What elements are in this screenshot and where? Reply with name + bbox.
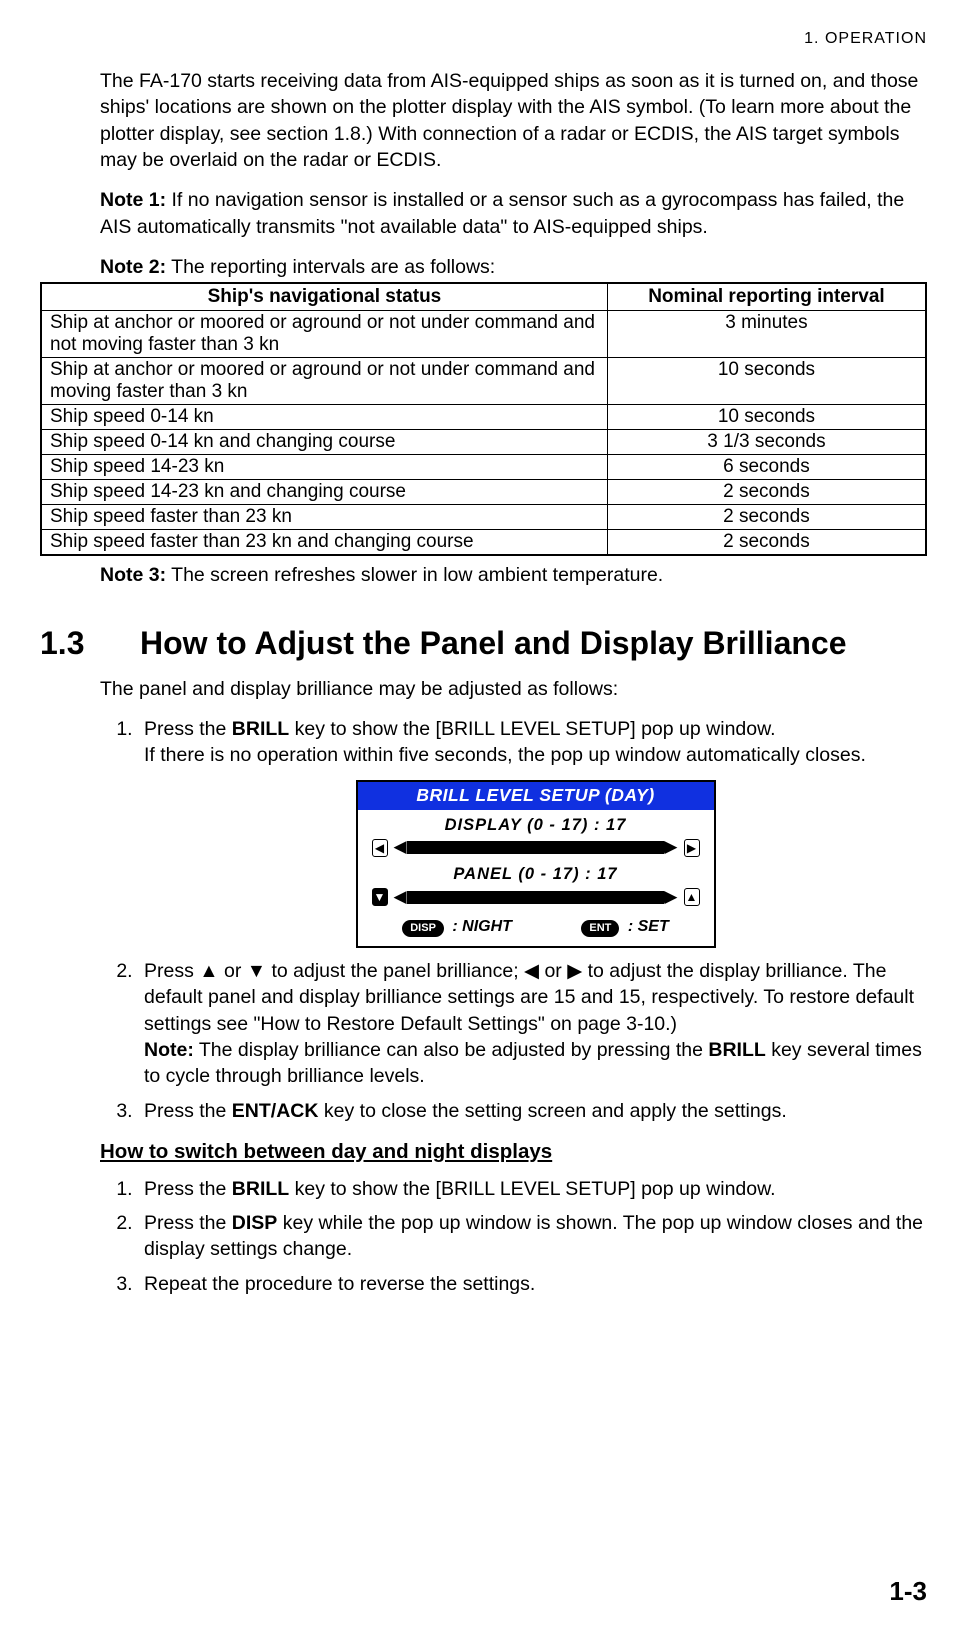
panel-slider-bar: [407, 891, 665, 904]
left-tri-icon: ◀: [394, 836, 407, 859]
up-key-icon: ▲: [684, 888, 700, 906]
note-1: Note 1: If no navigation sensor is insta…: [100, 187, 927, 240]
table-cell: 2 seconds: [607, 505, 926, 530]
brill-popup-figure: BRILL LEVEL SETUP (DAY) DISPLAY (0 - 17)…: [144, 780, 927, 948]
disp-key: DISP: [232, 1212, 278, 1234]
note-3: Note 3: The screen refreshes slower in l…: [100, 562, 927, 588]
ent-pill: ENT: [581, 920, 619, 937]
table-header-status: Ship's navigational status: [41, 283, 607, 311]
table-cell: Ship speed faster than 23 kn: [41, 505, 607, 530]
step-item: Press the ENT/ACK key to close the setti…: [138, 1098, 927, 1124]
panel-slider-row: ▼ ◀ ▶ ▲: [372, 886, 700, 909]
table-cell: 2 seconds: [607, 480, 926, 505]
step-item: Press the BRILL key to show the [BRILL L…: [138, 1176, 927, 1202]
chapter-header: 1. OPERATION: [40, 30, 927, 48]
step-text: Press the: [144, 1212, 232, 1234]
step-item: Press the DISP key while the pop up wind…: [138, 1210, 927, 1263]
table-cell: 6 seconds: [607, 455, 926, 480]
table-row: Ship at anchor or moored or aground or n…: [41, 311, 926, 358]
step-text: Press the: [144, 1100, 232, 1122]
table-row: Ship at anchor or moored or aground or n…: [41, 358, 926, 405]
brill-popup: BRILL LEVEL SETUP (DAY) DISPLAY (0 - 17)…: [356, 780, 716, 948]
popup-panel-label: PANEL (0 - 17) : 17: [368, 863, 704, 885]
footer-night: : NIGHT: [448, 918, 512, 935]
note3-label: Note 3:: [100, 564, 166, 586]
step-text: key to show the [BRILL LEVEL SETUP] pop …: [289, 1178, 775, 1200]
note1-text: If no navigation sensor is installed or …: [100, 189, 904, 237]
table-cell: 10 seconds: [607, 358, 926, 405]
step-text: Press the: [144, 718, 232, 740]
brill-key: BRILL: [232, 718, 289, 740]
step-text: If there is no operation within five sec…: [144, 744, 866, 766]
note1-label: Note 1:: [100, 189, 166, 211]
step2-note-label: Note:: [144, 1039, 194, 1061]
steps-list-b: Press the BRILL key to show the [BRILL L…: [100, 1176, 927, 1297]
display-slider-bar: [407, 841, 665, 854]
table-cell: Ship at anchor or moored or aground or n…: [41, 358, 607, 405]
table-cell: 3 minutes: [607, 311, 926, 358]
table-cell: Ship speed 14-23 kn: [41, 455, 607, 480]
step-text: Press ▲ or ▼ to adjust the panel brillia…: [144, 960, 914, 1035]
table-cell: Ship speed 0-14 kn and changing course: [41, 430, 607, 455]
step-item: Press ▲ or ▼ to adjust the panel brillia…: [138, 958, 927, 1090]
table-cell: 10 seconds: [607, 405, 926, 430]
popup-display-label: DISPLAY (0 - 17) : 17: [368, 814, 704, 836]
left-tri-icon: ◀: [394, 886, 407, 909]
note2-label: Note 2:: [100, 256, 166, 278]
section-number: 1.3: [40, 625, 140, 662]
table-row: Ship speed 0-14 kn and changing course3 …: [41, 430, 926, 455]
subheading-day-night: How to switch between day and night disp…: [100, 1138, 927, 1166]
table-row: Ship speed 14-23 kn and changing course2…: [41, 480, 926, 505]
brill-key: BRILL: [232, 1178, 289, 1200]
step-text: key to close the setting screen and appl…: [318, 1100, 786, 1122]
step-item: Press the BRILL key to show the [BRILL L…: [138, 716, 927, 948]
footer-set: : SET: [623, 918, 668, 935]
popup-footer: DISP : NIGHT ENT : SET: [368, 912, 704, 940]
step-text: Press the: [144, 1178, 232, 1200]
down-key-icon: ▼: [372, 888, 388, 906]
note-2: Note 2: The reporting intervals are as f…: [100, 254, 927, 280]
note2-text: The reporting intervals are as follows:: [166, 256, 495, 278]
reporting-interval-table: Ship's navigational status Nominal repor…: [40, 282, 927, 556]
table-cell: Ship at anchor or moored or aground or n…: [41, 311, 607, 358]
right-key-icon: ▶: [684, 839, 700, 857]
popup-title: BRILL LEVEL SETUP (DAY): [358, 782, 714, 810]
table-row: Ship speed faster than 23 kn2 seconds: [41, 505, 926, 530]
step-text: key to show the [BRILL LEVEL SETUP] pop …: [289, 718, 775, 740]
display-slider-row: ◀ ◀ ▶ ▶: [372, 836, 700, 859]
page-number: 1-3: [889, 1576, 927, 1607]
intro-paragraph: The FA-170 starts receiving data from AI…: [100, 68, 927, 173]
step-item: Repeat the procedure to reverse the sett…: [138, 1271, 927, 1297]
ent-ack-key: ENT/ACK: [232, 1100, 319, 1122]
brill-key: BRILL: [708, 1039, 765, 1061]
table-row: Ship speed faster than 23 kn and changin…: [41, 530, 926, 556]
table-header-interval: Nominal reporting interval: [607, 283, 926, 311]
table-row: Ship speed 14-23 kn6 seconds: [41, 455, 926, 480]
table-cell: 3 1/3 seconds: [607, 430, 926, 455]
step-text: The display brilliance can also be adjus…: [194, 1039, 709, 1061]
left-key-icon: ◀: [372, 839, 388, 857]
table-cell: Ship speed faster than 23 kn and changin…: [41, 530, 607, 556]
section-intro: The panel and display brilliance may be …: [100, 676, 927, 702]
section-heading: 1.3 How to Adjust the Panel and Display …: [40, 625, 927, 662]
table-cell: 2 seconds: [607, 530, 926, 556]
table-cell: Ship speed 14-23 kn and changing course: [41, 480, 607, 505]
table-header-row: Ship's navigational status Nominal repor…: [41, 283, 926, 311]
steps-list-a: Press the BRILL key to show the [BRILL L…: [100, 716, 927, 1124]
note3-text: The screen refreshes slower in low ambie…: [166, 564, 663, 586]
disp-pill: DISP: [402, 920, 444, 937]
section-title: How to Adjust the Panel and Display Bril…: [140, 625, 847, 662]
table-row: Ship speed 0-14 kn10 seconds: [41, 405, 926, 430]
table-cell: Ship speed 0-14 kn: [41, 405, 607, 430]
